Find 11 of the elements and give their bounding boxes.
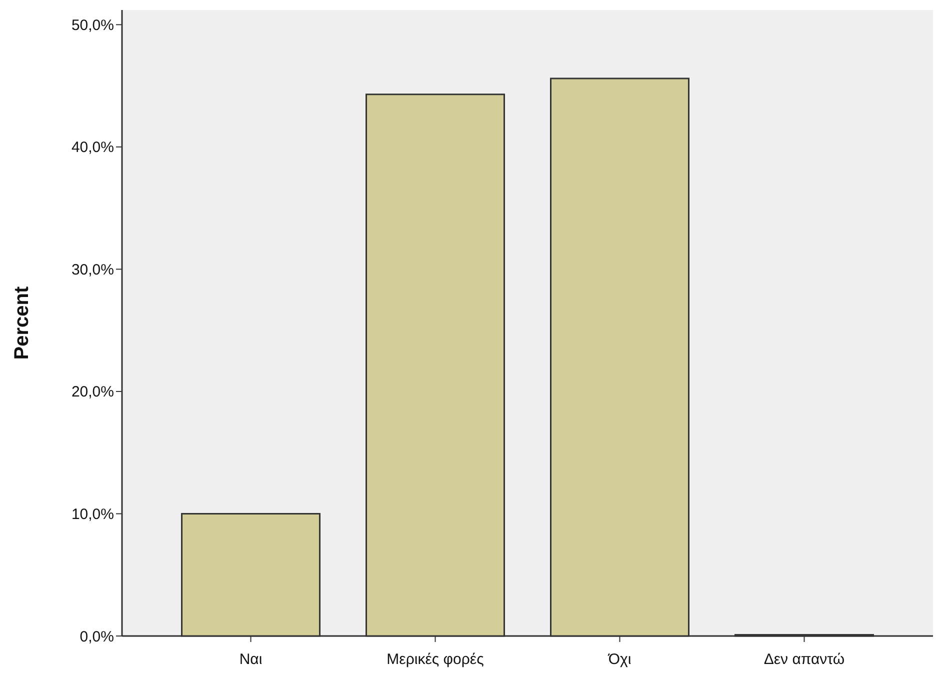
x-tick-label: Ναι [239, 651, 262, 668]
x-tick-label: Δεν απαντώ [764, 651, 845, 668]
y-tick-label: 30,0% [71, 261, 114, 278]
x-tick-label: Όχι [607, 651, 632, 668]
y-tick-label: 0,0% [80, 628, 114, 646]
y-tick-label: 50,0% [71, 16, 114, 34]
y-tick-label: 20,0% [71, 384, 114, 401]
y-axis-title: Percent [11, 286, 33, 360]
y-tick-label: 10,0% [71, 506, 114, 523]
x-tick-label: Μερικές φορές [386, 651, 484, 668]
y-tick-label: 40,0% [71, 139, 114, 156]
